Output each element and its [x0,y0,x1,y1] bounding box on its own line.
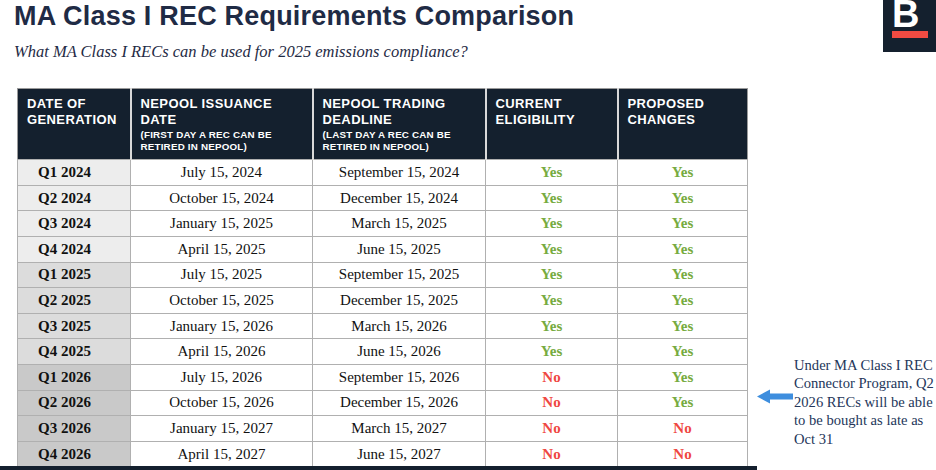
cell-current-eligibility: Yes [486,262,618,288]
cell-current-eligibility: Yes [486,236,618,262]
cell-proposed-changes: Yes [618,262,748,288]
cell-proposed-changes: Yes [618,236,748,262]
logo-red-bar [892,31,928,38]
cell-issuance-date: January 15, 2025 [131,211,313,237]
cell-generation: Q4 2026 [18,441,131,467]
cell-current-eligibility: Yes [486,339,618,365]
cell-generation: Q2 2024 [18,185,131,211]
cell-trading-deadline: June 15, 2027 [313,441,486,467]
cell-generation: Q1 2024 [18,160,131,186]
cell-proposed-changes: Yes [618,288,748,314]
table-header-row: DATE OF GENERATION NEPOOL ISSUANCE DATE … [18,89,748,160]
cell-proposed-changes: Yes [618,211,748,237]
cell-generation: Q4 2024 [18,236,131,262]
table-row: Q1 2026July 15, 2026September 15, 2026No… [18,364,748,390]
cell-current-eligibility: Yes [486,185,618,211]
cell-current-eligibility: No [486,390,618,416]
header-label: CURRENT ELIGIBILITY [496,96,611,128]
cell-generation: Q2 2025 [18,288,131,314]
header-cell-proposed-changes: PROPOSED CHANGES [618,89,748,160]
cell-proposed-changes: Yes [618,364,748,390]
comparison-table: DATE OF GENERATION NEPOOL ISSUANCE DATE … [17,88,748,467]
cell-issuance-date: April 15, 2026 [131,339,313,365]
page-title: MA Class I REC Requirements Comparison [14,1,574,32]
cell-current-eligibility: Yes [486,288,618,314]
cell-issuance-date: October 15, 2025 [131,288,313,314]
cell-trading-deadline: December 15, 2024 [313,185,486,211]
table-row: Q1 2025July 15, 2025September 15, 2025Ye… [18,262,748,288]
header-label: PROPOSED CHANGES [628,96,742,128]
cell-current-eligibility: Yes [486,160,618,186]
cell-issuance-date: April 15, 2027 [131,441,313,467]
header-label: NEPOOL ISSUANCE DATE [141,96,306,128]
header-cell-nepool-trading-deadline: NEPOOL TRADING DEADLINE (LAST DAY A REC … [313,89,486,160]
page-subtitle: What MA Class I RECs can be used for 202… [14,42,468,62]
table-row: Q1 2024July 15, 2024September 15, 2024Ye… [18,160,748,186]
brand-logo: B [883,0,936,52]
cell-current-eligibility: Yes [486,313,618,339]
header-label: NEPOOL TRADING DEADLINE [323,96,479,128]
cell-trading-deadline: September 15, 2024 [313,160,486,186]
cell-trading-deadline: June 15, 2025 [313,236,486,262]
cell-issuance-date: July 15, 2024 [131,160,313,186]
cell-proposed-changes: Yes [618,313,748,339]
cell-proposed-changes: Yes [618,160,748,186]
cell-generation: Q2 2026 [18,390,131,416]
table-row: Q3 2025January 15, 2026March 15, 2026Yes… [18,313,748,339]
cell-current-eligibility: No [486,364,618,390]
cell-proposed-changes: Yes [618,339,748,365]
table-row: Q3 2024January 15, 2025March 15, 2025Yes… [18,211,748,237]
cell-generation: Q1 2025 [18,262,131,288]
cell-issuance-date: January 15, 2027 [131,416,313,442]
table-row: Q2 2024October 15, 2024December 15, 2024… [18,185,748,211]
table-row: Q2 2025October 15, 2025December 15, 2025… [18,288,748,314]
cell-generation: Q1 2026 [18,364,131,390]
cell-current-eligibility: No [486,441,618,467]
cell-issuance-date: April 15, 2025 [131,236,313,262]
table-row: Q3 2026January 15, 2027March 15, 2027NoN… [18,416,748,442]
cell-trading-deadline: June 15, 2026 [313,339,486,365]
cell-proposed-changes: Yes [618,390,748,416]
table-row: Q4 2026April 15, 2027June 15, 2027NoNo [18,441,748,467]
arrow-left-icon [757,389,793,404]
cell-trading-deadline: December 15, 2025 [313,288,486,314]
cell-generation: Q3 2024 [18,211,131,237]
table-row: Q4 2024April 15, 2025June 15, 2025YesYes [18,236,748,262]
table-row: Q2 2026October 15, 2026December 15, 2026… [18,390,748,416]
header-note: (LAST DAY A REC CAN BE RETIRED IN NEPOOL… [323,129,479,153]
header-cell-date-of-generation: DATE OF GENERATION [18,89,131,160]
header-cell-nepool-issuance-date: NEPOOL ISSUANCE DATE (FIRST DAY A REC CA… [131,89,313,160]
cell-current-eligibility: Yes [486,211,618,237]
header-note: (FIRST DAY A REC CAN BE RETIRED IN NEPOO… [141,129,306,153]
cell-trading-deadline: March 15, 2026 [313,313,486,339]
cell-trading-deadline: March 15, 2027 [313,416,486,442]
table-body: Q1 2024July 15, 2024September 15, 2024Ye… [18,160,748,467]
cell-proposed-changes: No [618,416,748,442]
cell-trading-deadline: December 15, 2026 [313,390,486,416]
cell-issuance-date: January 15, 2026 [131,313,313,339]
cell-issuance-date: October 15, 2024 [131,185,313,211]
table-row: Q4 2025April 15, 2026June 15, 2026YesYes [18,339,748,365]
cell-trading-deadline: March 15, 2025 [313,211,486,237]
cell-proposed-changes: No [618,441,748,467]
cell-generation: Q3 2025 [18,313,131,339]
cell-generation: Q3 2026 [18,416,131,442]
cell-issuance-date: July 15, 2026 [131,364,313,390]
cell-issuance-date: October 15, 2026 [131,390,313,416]
annotation-note: Under MA Class I REC Connector Program, … [794,356,934,448]
cell-current-eligibility: No [486,416,618,442]
footer-bar [0,466,757,470]
header-cell-current-eligibility: CURRENT ELIGIBILITY [486,89,618,160]
cell-proposed-changes: Yes [618,185,748,211]
cell-generation: Q4 2025 [18,339,131,365]
cell-issuance-date: July 15, 2025 [131,262,313,288]
header-label: DATE OF GENERATION [27,96,124,128]
cell-trading-deadline: September 15, 2026 [313,364,486,390]
cell-trading-deadline: September 15, 2025 [313,262,486,288]
